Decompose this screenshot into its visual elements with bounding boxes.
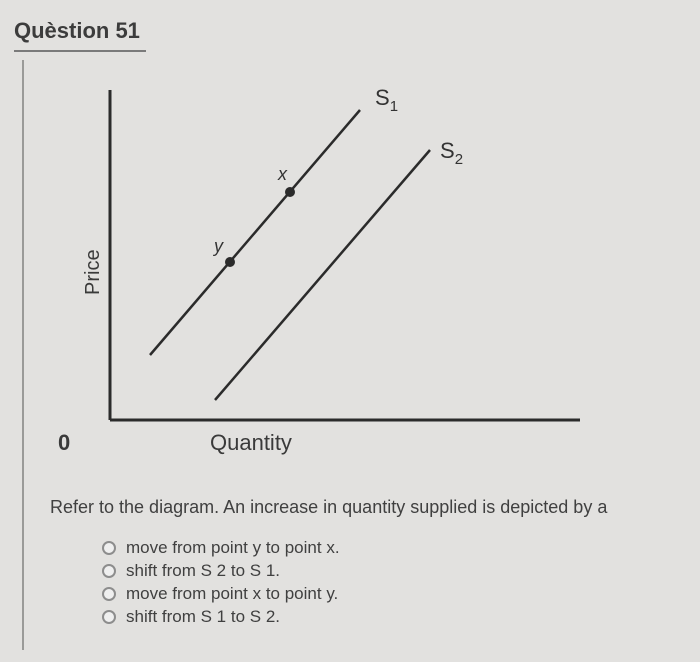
point-x <box>285 187 295 197</box>
chart-svg: S1 S2 x y <box>60 80 620 460</box>
option-label: shift from S 2 to S 1. <box>126 561 280 581</box>
curve-s1 <box>150 110 360 355</box>
radio-icon <box>102 541 116 555</box>
option-label: shift from S 1 to S 2. <box>126 607 280 627</box>
answer-options: move from point y to point x. shift from… <box>102 535 340 630</box>
label-s2: S2 <box>440 138 463 168</box>
x-axis-label: Quantity <box>210 430 292 456</box>
radio-icon <box>102 610 116 624</box>
option-d[interactable]: shift from S 1 to S 2. <box>102 607 340 627</box>
point-y <box>225 257 235 267</box>
question-page: Quèstion 51 S1 S2 x y 0 Quantity Price R… <box>0 0 700 662</box>
option-label: move from point x to point y. <box>126 584 338 604</box>
y-axis-label: Price <box>82 249 105 295</box>
question-header: Quèstion 51 <box>14 18 146 52</box>
radio-icon <box>102 564 116 578</box>
margin-rule <box>22 60 24 650</box>
option-label: move from point y to point x. <box>126 538 340 558</box>
question-prompt: Refer to the diagram. An increase in qua… <box>50 495 690 519</box>
option-a[interactable]: move from point y to point x. <box>102 538 340 558</box>
point-x-label: x <box>277 164 288 184</box>
supply-chart: S1 S2 x y 0 Quantity Price <box>60 80 620 460</box>
option-b[interactable]: shift from S 2 to S 1. <box>102 561 340 581</box>
point-y-label: y <box>212 236 224 256</box>
origin-label: 0 <box>58 430 70 456</box>
label-s1: S1 <box>375 85 398 115</box>
option-c[interactable]: move from point x to point y. <box>102 584 340 604</box>
curve-s2 <box>215 150 430 400</box>
radio-icon <box>102 587 116 601</box>
